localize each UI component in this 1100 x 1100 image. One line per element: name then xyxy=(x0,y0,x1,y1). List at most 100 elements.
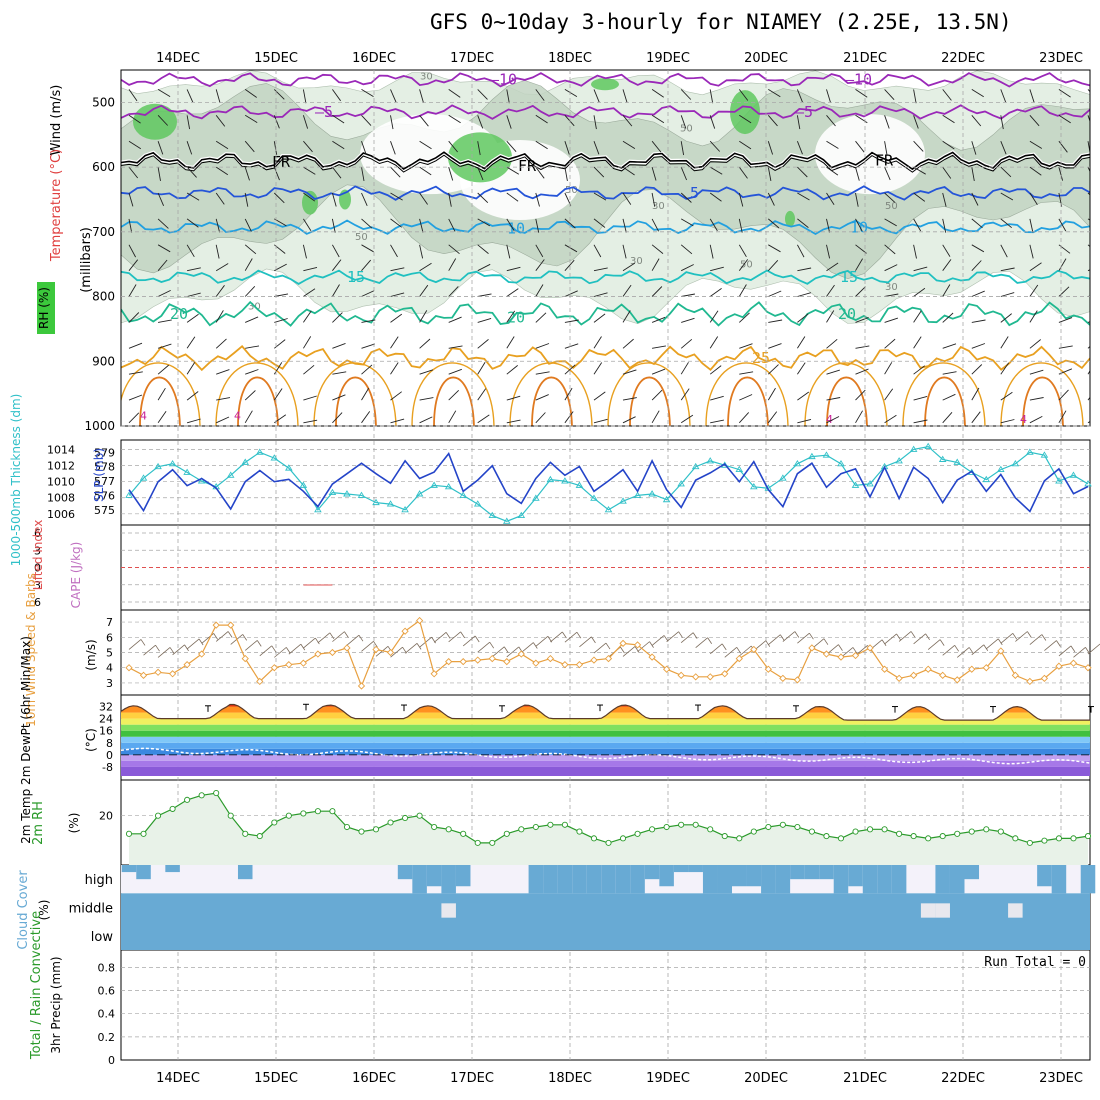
wind-barb xyxy=(535,412,546,424)
wind-barb xyxy=(186,192,200,201)
wind-barb xyxy=(593,336,602,349)
wind10m-barb xyxy=(303,637,316,649)
wind-barb xyxy=(302,115,309,129)
thickness-point xyxy=(851,481,860,488)
thickness-point xyxy=(706,457,715,464)
wind10m-barb xyxy=(593,642,607,654)
wind-barb xyxy=(1000,419,1015,424)
wind-barb xyxy=(1029,192,1038,206)
wind-barb xyxy=(622,89,628,103)
wind-barb xyxy=(419,166,432,176)
wind10m-point xyxy=(953,676,961,684)
wind-barb xyxy=(186,244,195,258)
wind10m-barb-flag xyxy=(1070,645,1076,653)
wind10m-barb xyxy=(956,647,970,658)
wind-barb xyxy=(477,293,492,297)
li-tick: 6 xyxy=(34,596,41,609)
wind-barb xyxy=(913,218,922,232)
precip-tick: 0.4 xyxy=(98,1008,116,1021)
wind-barb xyxy=(651,368,666,375)
wind-barb xyxy=(738,166,748,179)
rh-label: 50 xyxy=(680,123,693,134)
wind10m-point xyxy=(866,644,874,652)
wind-barb xyxy=(273,388,283,401)
thickness-point xyxy=(677,480,685,487)
wind10m-barb-flag xyxy=(605,642,611,650)
slp-tick: 1014 xyxy=(47,444,75,457)
thickness-tick: 578 xyxy=(94,461,115,474)
date-label-top: 14DEC xyxy=(156,51,200,66)
wind-barb xyxy=(244,390,256,401)
wind-barb xyxy=(855,389,866,401)
thickness-point xyxy=(837,459,845,467)
label-precip-unit: 3hr Precip (mm) xyxy=(49,956,63,1053)
temp-band xyxy=(121,706,1090,713)
wind-barb xyxy=(651,114,665,124)
thickness-point xyxy=(270,454,279,461)
warm-contour-outer xyxy=(705,362,789,426)
wind10m-point xyxy=(895,674,903,682)
wind-barb xyxy=(622,310,631,323)
thickness-line xyxy=(128,445,1089,522)
date-label-top: 17DEC xyxy=(450,51,494,66)
rh2m-point xyxy=(329,808,336,815)
wind-barb xyxy=(186,362,196,375)
wind-barb xyxy=(709,310,719,323)
wind10m-point xyxy=(372,645,380,654)
warm-contour-outer xyxy=(215,362,299,426)
wind-barb xyxy=(477,141,481,156)
contour-label: 4 xyxy=(140,410,147,423)
isotherm--5 xyxy=(121,104,1090,120)
rh2m-point xyxy=(896,830,903,837)
wind10m-barb-flag xyxy=(809,632,814,640)
cloud-high-bar xyxy=(659,865,674,887)
precip-tick: 0.2 xyxy=(98,1031,116,1044)
wind-barb xyxy=(622,262,636,272)
label-slp: SLP (mb) xyxy=(92,448,106,502)
wind10m-point xyxy=(793,676,802,684)
wind-barb xyxy=(303,218,312,231)
date-label-bottom: 20DEC xyxy=(744,1071,788,1086)
thickness-point xyxy=(473,500,482,507)
cloud-high-bar xyxy=(237,865,253,880)
cloud-high-bar xyxy=(1051,865,1067,894)
wind-barb xyxy=(302,244,307,259)
wind10m-barb-flag xyxy=(242,634,248,641)
label-rh-unit: (%) xyxy=(67,813,81,834)
wind-barb xyxy=(273,115,280,129)
wind-barb xyxy=(361,319,376,323)
wind-barb xyxy=(128,259,139,271)
temp-band xyxy=(121,760,1090,767)
wind-barb xyxy=(390,192,403,201)
wind-barb xyxy=(622,192,632,205)
wind-barb xyxy=(1000,267,1015,272)
wind-barb xyxy=(913,89,917,104)
wind-barb xyxy=(332,312,343,323)
thickness-point xyxy=(386,500,395,507)
thickness-point xyxy=(488,511,497,519)
thickness-point xyxy=(953,458,962,465)
wind10m-point xyxy=(212,621,220,629)
thickness-point xyxy=(285,464,293,471)
wind-barb xyxy=(216,397,231,401)
rh-label: 30 xyxy=(652,201,665,212)
wind-barb xyxy=(796,89,804,103)
rh-label: 30 xyxy=(630,256,643,267)
cloud-high-bar xyxy=(528,865,544,894)
wind-barb xyxy=(128,166,139,179)
wind-barb xyxy=(680,218,694,227)
wind10m-point xyxy=(474,656,482,664)
wind-barb xyxy=(564,259,575,271)
wind10m-barb xyxy=(1058,645,1072,657)
wind-barb xyxy=(332,371,347,375)
warm-contour-outer xyxy=(607,362,691,426)
thickness-point xyxy=(517,511,526,519)
wind10m-barb xyxy=(898,631,912,642)
wind-barb xyxy=(855,140,865,153)
rh2m-point xyxy=(852,828,859,835)
wind-barb xyxy=(274,293,289,297)
wind-barb xyxy=(942,140,955,150)
wind-barb xyxy=(738,244,747,258)
cloud-high-bar xyxy=(877,865,892,894)
rh2m-point xyxy=(678,821,685,828)
